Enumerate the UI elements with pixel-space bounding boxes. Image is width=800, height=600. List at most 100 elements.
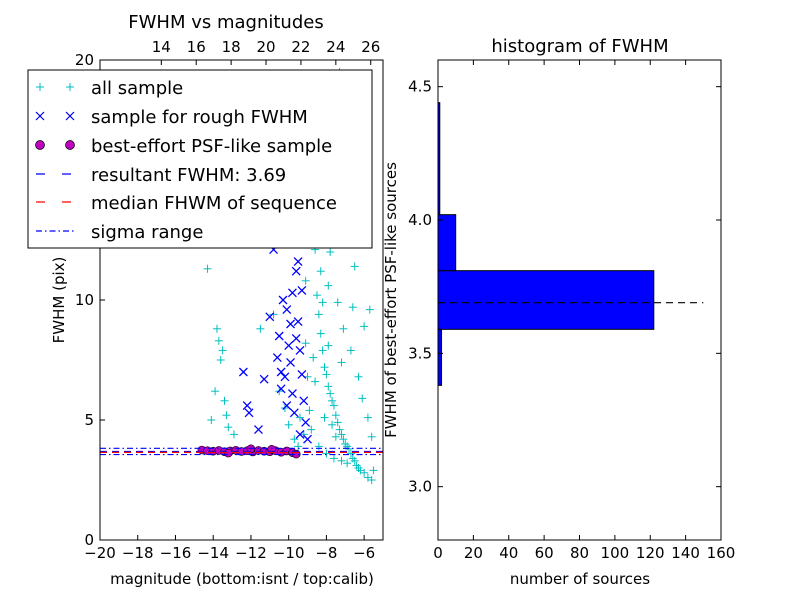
x-b	[274, 331, 284, 341]
x-tick-label: 40	[499, 544, 518, 562]
all-sample-point	[212, 324, 221, 333]
scatter-legend: all sample sample for rough FWHM best-ef…	[27, 69, 373, 249]
all-sample-point	[367, 432, 376, 441]
x-b	[297, 369, 307, 379]
all-sample-point	[329, 454, 338, 463]
x-b	[293, 257, 303, 267]
y-tick-label: 0	[84, 531, 94, 549]
rough-sample-point	[286, 319, 296, 329]
all-sample-point	[299, 430, 308, 439]
x-b	[286, 319, 296, 329]
all-sample-point	[294, 442, 303, 451]
histogram-title: histogram of FWHM	[491, 36, 668, 57]
top-tick-label: 16	[187, 38, 206, 56]
histogram-bar	[437, 270, 655, 330]
all-sample-point	[354, 372, 363, 381]
all-sample-point	[218, 346, 227, 355]
all-sample-point	[320, 363, 329, 372]
y-tick-label: 3.0	[408, 478, 432, 496]
y-tick-label: 4.5	[408, 78, 432, 96]
all-sample-point	[326, 389, 335, 398]
top-tick-label: 20	[256, 38, 275, 56]
histogram-bar	[437, 214, 457, 272]
x-b	[287, 389, 297, 399]
x-tick-label: −14	[197, 544, 229, 562]
all-sample-point	[207, 416, 216, 424]
rough-sample-point	[282, 401, 292, 411]
all-sample-point	[301, 276, 310, 285]
x-b	[286, 357, 296, 367]
all-sample-point	[333, 298, 342, 307]
all-sample-point	[316, 329, 325, 338]
rough-sample-point	[265, 312, 275, 322]
x-b	[278, 295, 288, 305]
rough-sample-point	[282, 305, 292, 315]
x-b	[276, 367, 286, 377]
rough-sample-point	[295, 345, 305, 355]
rough-sample-point	[259, 374, 269, 384]
all-sample-point	[328, 396, 337, 405]
legend-x-b	[35, 111, 45, 121]
rough-sample-point	[276, 367, 286, 377]
rough-sample-point	[291, 266, 301, 276]
histogram-bars	[437, 102, 655, 386]
top-tick-label: 24	[326, 38, 345, 56]
all-sample-point	[203, 264, 212, 273]
all-sample-point	[328, 420, 337, 429]
all-sample-point	[316, 267, 325, 276]
rough-sample-point	[297, 369, 307, 379]
x-tick-label: 60	[535, 544, 554, 562]
all-sample-point	[350, 262, 359, 271]
histogram-x-label: number of sources	[510, 570, 650, 588]
legend-circle	[65, 140, 75, 150]
all-sample-point	[324, 382, 333, 391]
x-tick-label: −20	[84, 544, 116, 562]
x-b	[280, 372, 290, 382]
top-tick-label: 26	[361, 38, 380, 56]
all-sample-point	[360, 322, 369, 331]
all-sample-point	[284, 420, 293, 429]
all-sample-point	[343, 459, 352, 468]
all-sample-point	[346, 449, 355, 458]
histogram-bar	[437, 328, 443, 386]
legend-circle	[35, 140, 45, 150]
all-sample-point	[335, 425, 344, 434]
histogram-panel: 0 20 40 60 80 100 120 140 160 3.0 3.5 4.0 4.5 histo…	[382, 36, 735, 588]
all-sample-point	[324, 341, 333, 350]
legend-box	[27, 69, 373, 249]
x-b	[238, 367, 248, 377]
x-b	[293, 317, 303, 327]
all-sample-point	[295, 413, 304, 422]
all-sample-point	[329, 401, 338, 410]
x-b	[289, 408, 299, 418]
y-tick-label: 3.5	[408, 344, 432, 362]
all-sample-point	[337, 430, 346, 439]
rough-sample-point	[242, 401, 252, 411]
all-sample-point	[348, 303, 357, 312]
legend-label-resultant-fwhm: resultant FWHM: 3.69	[91, 165, 286, 186]
all-sample-point	[331, 432, 340, 441]
all-sample-point	[290, 435, 299, 444]
legend-x-b	[65, 111, 75, 121]
rough-sample-point	[276, 384, 286, 394]
legend-label-sigma-range: sigma range	[91, 222, 203, 243]
x-b	[276, 384, 286, 394]
rough-sample-point	[286, 357, 296, 367]
x-b	[282, 305, 292, 315]
x-b	[299, 396, 309, 406]
y-tick-label: 4.0	[408, 211, 432, 229]
x-tick-label: 20	[464, 544, 483, 562]
all-sample-point	[322, 370, 331, 379]
all-sample-point	[220, 396, 229, 405]
all-sample-point	[301, 339, 310, 348]
all-sample-point	[320, 413, 329, 422]
x-tick-label: −10	[273, 544, 305, 562]
x-b	[265, 312, 275, 322]
rough-sample-point	[278, 295, 288, 305]
all-sample-point	[305, 406, 314, 415]
x-tick-label: 0	[433, 544, 443, 562]
all-sample-point	[333, 418, 342, 427]
all-sample-point	[367, 476, 376, 484]
all-sample-point	[256, 324, 265, 333]
rough-sample-point	[284, 341, 294, 351]
